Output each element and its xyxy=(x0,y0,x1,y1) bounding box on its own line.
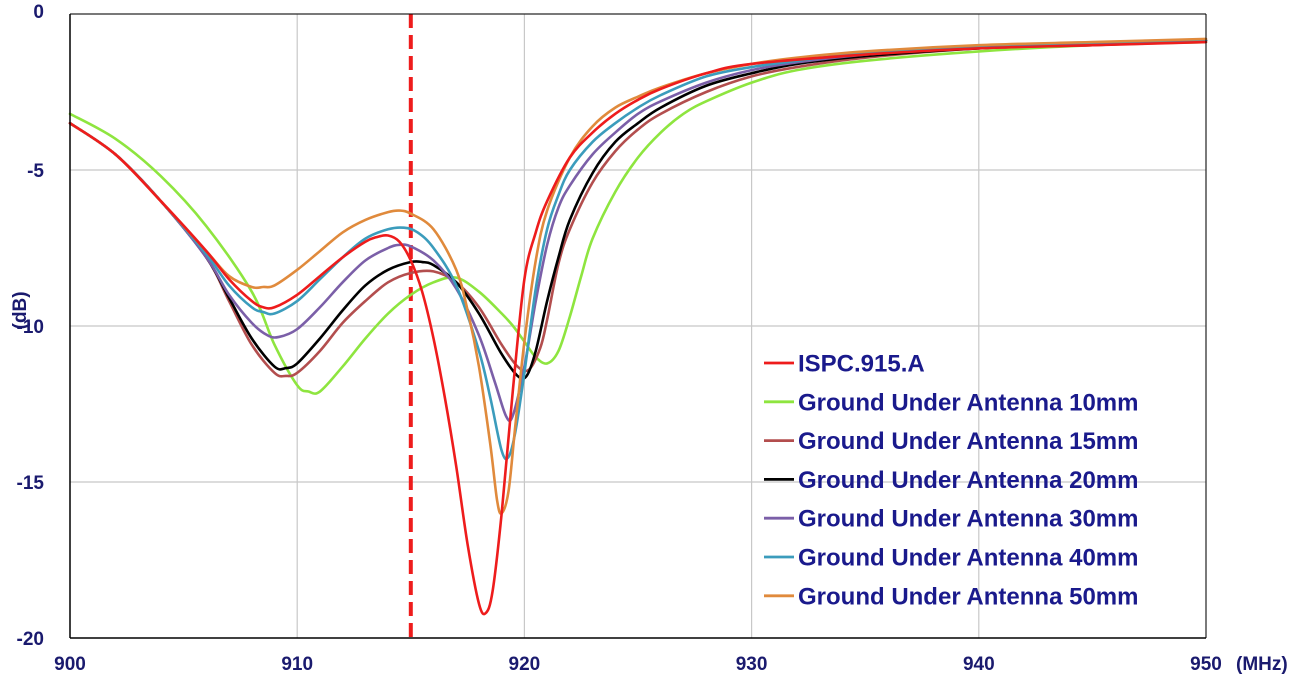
x-tick-label: 920 xyxy=(509,654,541,675)
x-axis-unit: (MHz) xyxy=(1236,654,1288,675)
x-tick-label: 900 xyxy=(54,654,86,675)
y-tick-label: -5 xyxy=(27,161,44,182)
legend-label: Ground Under Antenna 30mm xyxy=(798,506,1138,533)
legend-label: Ground Under Antenna 40mm xyxy=(798,545,1138,572)
x-tick-label: 940 xyxy=(963,654,995,675)
legend-label: Ground Under Antenna 10mm xyxy=(798,389,1138,416)
y-tick-label: 0 xyxy=(33,2,44,23)
x-tick-label: 930 xyxy=(736,654,768,675)
legend-label: Ground Under Antenna 20mm xyxy=(798,467,1138,494)
legend-label: Ground Under Antenna 50mm xyxy=(798,583,1138,610)
y-axis-label: (dB) xyxy=(10,291,31,329)
y-tick-label: -20 xyxy=(17,629,44,650)
legend: ISPC.915.A Ground Under Antenna 10mm Groun… xyxy=(764,351,1138,611)
x-tick-label: 910 xyxy=(281,654,313,675)
x-tick-label: 950 xyxy=(1190,654,1222,675)
legend-label: Ground Under Antenna 15mm xyxy=(798,428,1138,455)
y-tick-label: -15 xyxy=(17,473,45,494)
legend-label: ISPC.915.A xyxy=(798,351,925,378)
